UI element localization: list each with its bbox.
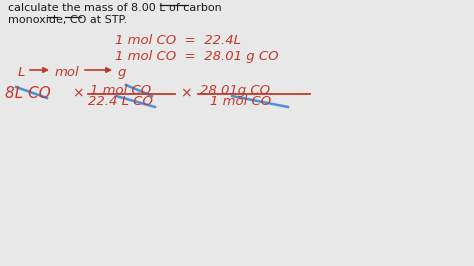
Text: 28.01g CO: 28.01g CO xyxy=(200,84,270,97)
Text: 1 mol CO: 1 mol CO xyxy=(90,84,151,97)
Text: calculate the mass of 8.00 L of carbon: calculate the mass of 8.00 L of carbon xyxy=(8,3,222,13)
Text: 1 mol CO  =  28.01 g CO: 1 mol CO = 28.01 g CO xyxy=(115,50,279,63)
Text: g: g xyxy=(118,66,127,79)
Text: mol: mol xyxy=(55,66,80,79)
Text: 1 mol CO: 1 mol CO xyxy=(210,95,271,108)
Text: ×: × xyxy=(180,86,191,100)
Text: 22.4 L CO: 22.4 L CO xyxy=(88,95,153,108)
Text: 8L CO: 8L CO xyxy=(5,86,51,101)
Text: 1 mol CO  =  22.4L: 1 mol CO = 22.4L xyxy=(115,34,241,47)
Text: L: L xyxy=(18,66,26,79)
Text: ×: × xyxy=(72,86,83,100)
Text: monoxide, CO at STP.: monoxide, CO at STP. xyxy=(8,15,127,25)
